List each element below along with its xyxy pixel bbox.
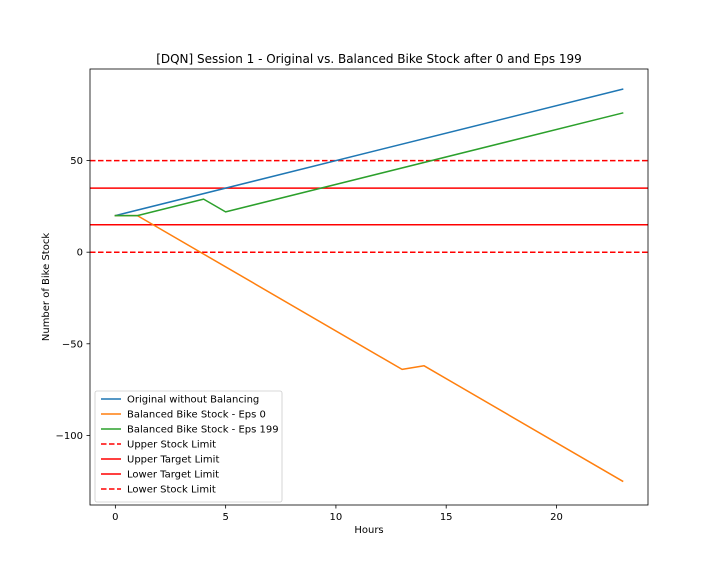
legend-label: Upper Target Limit [127, 455, 219, 466]
legend-label: Lower Target Limit [127, 470, 219, 481]
legend-label: Original without Balancing [127, 395, 259, 406]
legend: Original without Balancing Balanced Bike … [94, 390, 283, 503]
y-axis-title: Number of Bike Stock [41, 233, 52, 341]
legend-label: Upper Stock Limit [127, 440, 216, 451]
legend-label: Lower Stock Limit [127, 485, 216, 496]
series-line-1 [114, 88, 624, 217]
series-line-3 [114, 112, 624, 217]
x-tick-label: 0 [112, 512, 118, 523]
y-tick-label: 0 [77, 248, 83, 259]
x-axis-ticks: 0 5 10 15 20 [112, 505, 563, 523]
y-tick-label: −100 [56, 431, 83, 442]
data-series [114, 88, 624, 483]
x-tick-label: 10 [330, 512, 343, 523]
x-axis-title: Hours [354, 525, 383, 536]
reference-lines [90, 159, 648, 253]
chart-title: [DQN] Session 1 - Original vs. Balanced … [156, 52, 582, 66]
y-tick-label: 50 [70, 156, 83, 167]
x-tick-label: 20 [550, 512, 563, 523]
y-tick-label: −50 [62, 339, 83, 350]
x-tick-label: 15 [440, 512, 453, 523]
legend-label: Balanced Bike Stock - Eps 0 [127, 410, 266, 421]
plot-frame [89, 68, 649, 506]
legend-box [94, 390, 283, 503]
legend-label: Balanced Bike Stock - Eps 199 [127, 425, 279, 436]
y-axis-ticks: −100 −50 0 50 [56, 156, 90, 442]
x-tick-label: 5 [222, 512, 228, 523]
